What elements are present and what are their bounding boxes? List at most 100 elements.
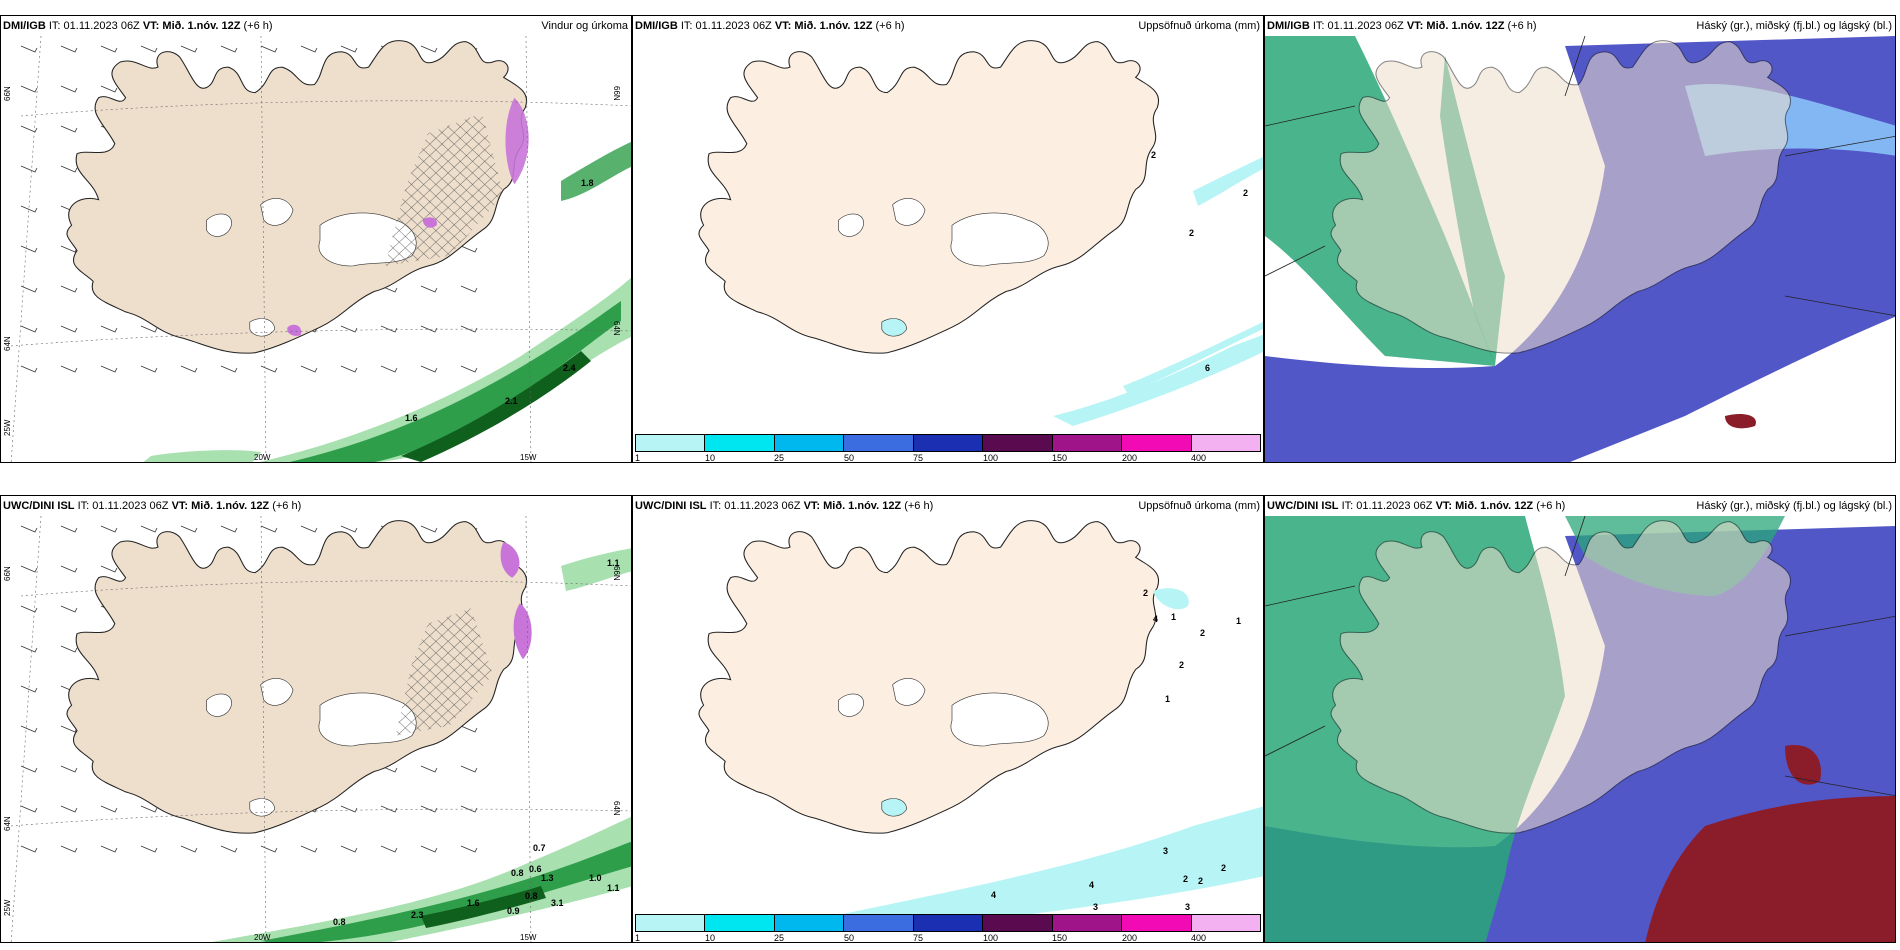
precip-label: 6 xyxy=(1205,363,1210,373)
lat-label-64n-right: 64N xyxy=(612,321,621,336)
precip-spot xyxy=(1153,588,1189,610)
precip-colorbar xyxy=(635,434,1261,452)
precip-label: 2 xyxy=(1151,150,1156,160)
panel-title: DMI/IGB IT: 01.11.2023 06Z VT: Mið. 1.nó… xyxy=(1267,20,1537,32)
region-borders xyxy=(1265,35,1895,317)
colorbar-swatch xyxy=(1122,915,1192,931)
myrdalsjokull-icecap xyxy=(249,317,276,337)
colorbar-tick: 10 xyxy=(705,453,716,463)
precip-label: 0.8 xyxy=(511,868,524,878)
lon-label-20w: 20W xyxy=(254,933,271,942)
colorbar-tick: 400 xyxy=(1191,453,1207,463)
precip-label: 2 xyxy=(1183,874,1188,884)
precip-band xyxy=(1053,334,1263,426)
panel-top-mid-precip: 2 2 2 6 1 10 25 50 75 100 150 200 400 DM… xyxy=(632,15,1264,463)
lon-label-15w: 15W xyxy=(520,453,537,462)
lat-label-64n: 64N xyxy=(3,336,12,351)
wind-map: 1.6 2.1 2.4 1.8 xyxy=(10,35,631,462)
colorbar-ticks: 1 10 25 50 75 100 150 200 400 xyxy=(635,453,1261,463)
colorbar-swatch xyxy=(1191,435,1260,451)
colorbar-swatch xyxy=(636,435,706,451)
colorbar-tick: 200 xyxy=(1122,933,1138,943)
precip-label: 1.3 xyxy=(541,873,554,883)
precip-label: 2.1 xyxy=(505,396,518,406)
precip-label: 2.3 xyxy=(411,910,424,920)
colorbar-tick: 25 xyxy=(774,453,785,463)
precip-magenta-spot xyxy=(287,324,302,336)
colorbar-tick: 100 xyxy=(983,933,999,943)
lat-label-66n: 66N xyxy=(3,86,12,101)
precip-label: 1.1 xyxy=(607,883,620,893)
panel-top-left-wind: 1.6 2.1 2.4 1.8 66N 66N 64N 64N 25W 20W … xyxy=(0,15,632,463)
colorbar-tick: 200 xyxy=(1122,453,1138,463)
panel-right-title: Uppsöfnuð úrkoma (mm) xyxy=(1138,20,1260,32)
colorbar-tick: 1 xyxy=(635,453,641,463)
precip-label: 2 xyxy=(1221,863,1226,873)
precip-label: 3 xyxy=(1163,846,1168,856)
colorbar-swatch xyxy=(1122,435,1192,451)
precip-label: 3.1 xyxy=(551,898,564,908)
lat-label-66n: 66N xyxy=(3,566,12,581)
iceland-land xyxy=(698,40,1160,354)
precip-magenta-area xyxy=(505,97,529,185)
precip-label: 1.0 xyxy=(589,873,602,883)
colorbar-tick: 150 xyxy=(1052,453,1068,463)
precip-label: 0.7 xyxy=(533,843,546,853)
precip-label: 0.9 xyxy=(507,906,520,916)
precip-band xyxy=(833,806,1263,931)
colorbar-swatch xyxy=(1052,915,1123,931)
colorbar-swatch xyxy=(705,915,775,931)
iceland-land xyxy=(698,520,1160,834)
precip-label: 3 xyxy=(1185,902,1190,912)
precip-label: 2 xyxy=(1189,228,1194,238)
precip-label: 0.8 xyxy=(525,891,538,901)
precip-band-north xyxy=(561,548,631,591)
colorbar-tick: 100 xyxy=(983,453,999,463)
snow-hatch-area xyxy=(395,608,493,736)
precip-band-dark xyxy=(421,886,546,928)
precip-magenta-area xyxy=(513,603,532,660)
precip-label: 4 xyxy=(1153,614,1158,624)
myrdalsjokull-icecap xyxy=(881,317,908,337)
precip-label: 1.6 xyxy=(405,413,418,423)
colorbar-tick: 25 xyxy=(774,933,785,943)
region-borders xyxy=(1265,515,1895,797)
lon-label-25w: 25W xyxy=(3,899,12,916)
colorbar-tick: 75 xyxy=(913,453,924,463)
precip-label: 1.8 xyxy=(581,178,594,188)
panel-title: UWC/DINI ISL IT: 01.11.2023 06Z VT: Mið.… xyxy=(1267,500,1566,512)
precip-label: 0.6 xyxy=(529,864,542,874)
low-cloud-spot xyxy=(1785,745,1821,785)
colorbar-swatch xyxy=(983,915,1053,931)
panel-bottom-left-wind: 0.7 0.8 0.6 1.3 1.0 0.8 0.9 3.1 2.3 0.8 … xyxy=(0,495,632,943)
colorbar-tick: 50 xyxy=(844,933,855,943)
panel-right-title: Vindur og úrkoma xyxy=(541,20,628,32)
panel-title: UWC/DINI ISL IT: 01.11.2023 06Z VT: Mið.… xyxy=(3,500,302,512)
colorbar-tick: 10 xyxy=(705,933,716,943)
colorbar-swatch xyxy=(913,435,984,451)
lon-label-15w: 15W xyxy=(520,933,537,942)
lon-label-20w: 20W xyxy=(254,453,271,462)
snow-hatch-area xyxy=(384,113,504,266)
precip-label: 2 xyxy=(1243,188,1248,198)
colorbar-tick: 75 xyxy=(913,933,924,943)
panel-title: DMI/IGB IT: 01.11.2023 06Z VT: Mið. 1.nó… xyxy=(3,20,273,32)
precip-colorbar xyxy=(635,914,1261,932)
lat-label-64n: 64N xyxy=(3,816,12,831)
panel-right-title: Háský (gr.), miðský (fj.bl.) og lágský (… xyxy=(1696,500,1892,512)
precip-map: 2 2 2 6 xyxy=(698,40,1263,426)
myrdalsjokull-icecap xyxy=(249,797,276,817)
precip-label: 1 xyxy=(1165,694,1170,704)
precip-band-east xyxy=(561,141,631,201)
cloud-map xyxy=(1265,16,1895,462)
colorbar-swatch xyxy=(774,435,845,451)
precip-magenta-spot xyxy=(422,217,437,228)
precip-label: 1 xyxy=(1236,616,1241,626)
lat-lon-grid xyxy=(10,515,631,942)
precip-label: 2 xyxy=(1179,660,1184,670)
panel-bottom-mid-precip: 2 4 1 2 2 1 1 3 2 2 2 4 4 3 3 1 10 25 50… xyxy=(632,495,1264,943)
precip-label: 3 xyxy=(1093,902,1098,912)
cloud-map xyxy=(1265,496,1895,942)
colorbar-ticks: 1 10 25 50 75 100 150 200 400 xyxy=(635,933,1261,943)
lon-label-25w: 25W xyxy=(3,419,12,436)
